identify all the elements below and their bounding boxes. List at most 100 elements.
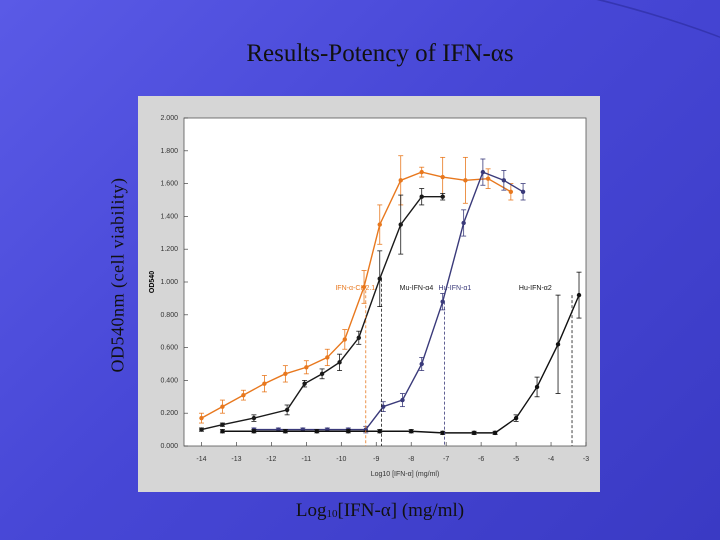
x-tick-label: -3 — [583, 456, 589, 463]
y-tick-label: 0.200 — [160, 410, 178, 417]
series-1 — [198, 155, 514, 424]
data-point — [492, 430, 498, 436]
x-tick-label: -12 — [266, 456, 276, 463]
y-axis-label: OD540nm (cell viability) — [107, 177, 128, 373]
xlabel-subscript: 10 — [326, 508, 338, 520]
data-point — [251, 429, 257, 434]
data-point — [398, 178, 403, 183]
data-point — [419, 194, 424, 199]
xlabel-prefix: Log — [295, 500, 327, 521]
data-point — [241, 392, 246, 398]
data-point — [409, 429, 414, 434]
data-point — [356, 335, 361, 340]
data-point — [361, 284, 367, 290]
data-point — [337, 360, 342, 365]
alpha-symbol: α — [490, 40, 504, 67]
xlabel-suffix: ] (mg/ml) — [390, 500, 465, 521]
x-tick-label: -6 — [478, 456, 484, 463]
data-point — [398, 222, 403, 227]
xlabel-alpha: α — [380, 500, 391, 521]
x-tick-label: -5 — [513, 456, 519, 463]
y-tick-label: 0.600 — [160, 345, 178, 352]
data-point — [262, 381, 267, 386]
inner-x-axis-label: Log10 [IFN-α] (mg/ml) — [371, 471, 440, 478]
data-point — [381, 404, 386, 409]
y-tick-label: 1.200 — [160, 246, 178, 253]
series-label: Mu-IFN-α4 — [400, 285, 434, 292]
y-tick-label: 1.800 — [160, 148, 178, 155]
x-tick-label: -13 — [231, 456, 241, 463]
data-point — [284, 407, 290, 413]
data-point — [471, 430, 477, 436]
data-point — [342, 337, 347, 342]
series-label: Hu-IFN-α2 — [519, 285, 552, 292]
data-point — [220, 404, 225, 409]
slide-title: Results-Potency of IFN-αs — [0, 40, 720, 68]
data-point — [463, 178, 468, 183]
y-tick-label: 2.000 — [160, 115, 178, 122]
series-line — [222, 294, 580, 434]
data-point — [346, 429, 351, 434]
data-point — [377, 222, 382, 227]
y-tick-label: 0.800 — [160, 312, 178, 319]
title-prefix: Results-Potency of IFN- — [246, 40, 491, 67]
data-point — [440, 299, 445, 304]
title-suffix: s — [503, 40, 514, 67]
data-point — [302, 381, 307, 386]
data-point — [419, 169, 424, 175]
series-label: Hu-IFN-α1 — [438, 285, 471, 292]
data-point — [419, 361, 424, 367]
data-point — [576, 292, 582, 298]
data-point — [377, 276, 382, 281]
y-tick-label: 0.000 — [160, 443, 178, 450]
data-point — [283, 371, 288, 377]
x-tick-label: -11 — [302, 456, 312, 463]
x-tick-label: -14 — [196, 456, 206, 463]
data-point — [555, 342, 561, 347]
series-label: IFN-α-CH2.1 — [335, 285, 375, 292]
data-point — [314, 429, 320, 434]
data-point — [199, 427, 204, 432]
xlabel-mid: [IFN- — [337, 500, 381, 521]
y-tick-label: 1.600 — [160, 181, 178, 188]
x-tick-label: -4 — [548, 456, 554, 463]
data-point — [501, 178, 507, 183]
chart-svg: 0.000 0.200 0.400 0.600 0.800 1.000 1.200 1.400… — [149, 115, 589, 478]
data-point — [319, 371, 325, 377]
x-tick-label: -8 — [408, 456, 414, 463]
y-tick-label: 1.400 — [160, 213, 178, 220]
data-point — [283, 429, 288, 434]
data-point — [220, 429, 225, 434]
series-line — [201, 196, 443, 431]
chart-image: 0.000 0.200 0.400 0.600 0.800 1.000 1.200 1.400… — [138, 96, 600, 492]
data-point — [461, 220, 466, 226]
data-point — [508, 189, 514, 194]
data-point — [513, 415, 519, 421]
data-point — [534, 384, 540, 390]
series-2 — [198, 188, 446, 432]
y-tick-label: 1.000 — [160, 279, 178, 286]
y-tick-label: 0.400 — [160, 377, 178, 384]
data-point — [485, 176, 491, 181]
data-point — [520, 189, 526, 194]
data-point — [220, 422, 225, 427]
data-point — [377, 429, 382, 434]
data-point — [325, 355, 330, 360]
data-point — [440, 174, 445, 180]
data-point — [400, 397, 405, 403]
inner-y-axis-label: OD540 — [149, 271, 156, 293]
data-point — [440, 194, 445, 199]
series-line — [253, 171, 524, 431]
x-tick-label: -9 — [373, 456, 379, 463]
data-point — [440, 430, 445, 436]
x-tick-label: -10 — [336, 456, 346, 463]
x-tick-label: -7 — [443, 456, 449, 463]
x-axis-label: Log10[IFN-α] (mg/ml) — [0, 500, 720, 522]
series-4 — [219, 271, 582, 436]
data-point — [304, 365, 309, 370]
data-point — [199, 415, 204, 421]
data-point — [251, 415, 257, 421]
series-line — [201, 171, 512, 419]
data-point — [480, 169, 486, 175]
